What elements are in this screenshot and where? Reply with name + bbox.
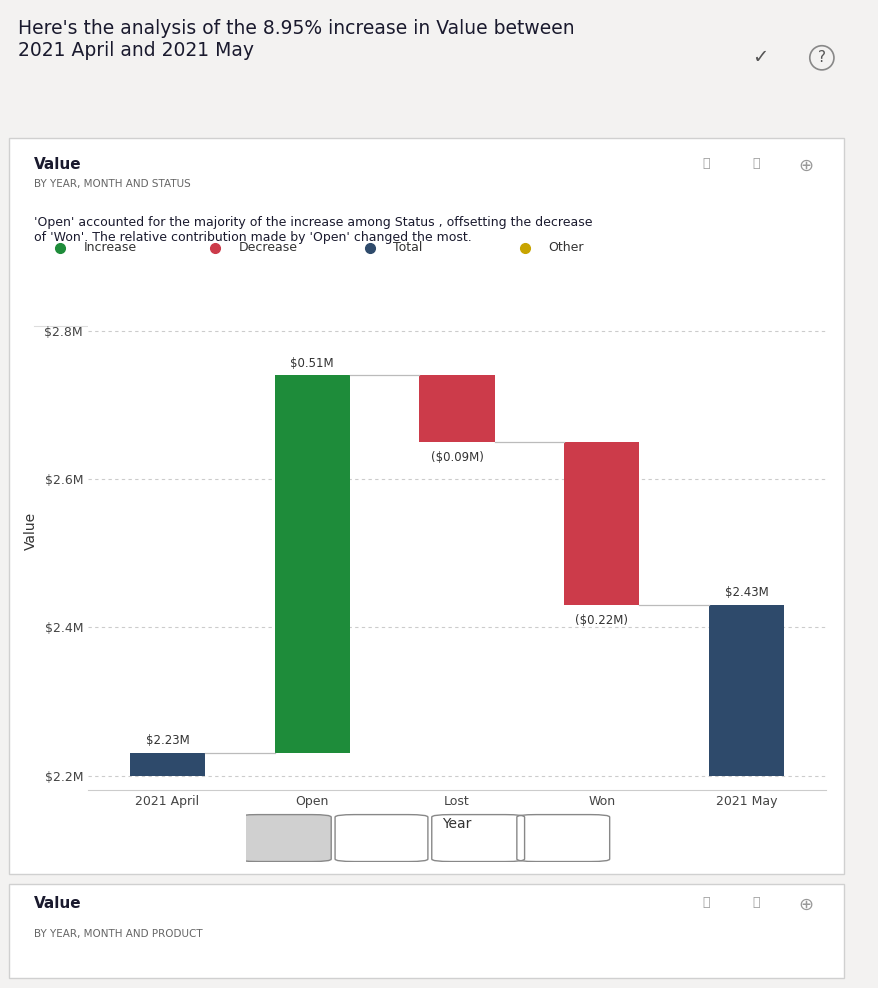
Text: Here's the analysis of the 8.95% increase in Value between
2021 April and 2021 M: Here's the analysis of the 8.95% increas… bbox=[18, 20, 573, 60]
Text: ($0.22M): ($0.22M) bbox=[575, 614, 628, 627]
Y-axis label: Value: Value bbox=[24, 512, 38, 550]
Bar bbox=[130, 754, 205, 776]
FancyBboxPatch shape bbox=[9, 884, 843, 978]
Text: ⊕: ⊕ bbox=[798, 157, 813, 175]
FancyBboxPatch shape bbox=[9, 138, 843, 874]
Text: $0.51M: $0.51M bbox=[290, 357, 334, 370]
Text: 👎: 👎 bbox=[752, 895, 759, 909]
FancyBboxPatch shape bbox=[238, 814, 331, 862]
Text: 👎: 👎 bbox=[752, 157, 759, 170]
Text: Other: Other bbox=[547, 241, 583, 255]
Text: ⊕: ⊕ bbox=[798, 895, 813, 914]
Text: Decrease: Decrease bbox=[238, 241, 297, 255]
X-axis label: Year: Year bbox=[442, 817, 471, 831]
Text: BY YEAR, MONTH AND PRODUCT: BY YEAR, MONTH AND PRODUCT bbox=[33, 930, 202, 940]
Text: $2.43M: $2.43M bbox=[724, 586, 767, 599]
Text: ($0.09M): ($0.09M) bbox=[430, 451, 483, 464]
Text: ?: ? bbox=[817, 50, 825, 65]
Text: 👍: 👍 bbox=[702, 895, 709, 909]
Text: Increase: Increase bbox=[83, 241, 137, 255]
Text: $2.23M: $2.23M bbox=[146, 734, 189, 748]
Bar bbox=[709, 605, 783, 776]
Bar bbox=[564, 442, 639, 605]
Bar bbox=[274, 375, 349, 754]
Text: 👍: 👍 bbox=[702, 157, 709, 170]
Bar bbox=[419, 375, 494, 443]
Text: ✓: ✓ bbox=[752, 48, 767, 67]
Text: Value: Value bbox=[33, 157, 82, 172]
Text: Value: Value bbox=[33, 895, 82, 911]
Text: 'Open' accounted for the majority of the increase among Status , offsetting the : 'Open' accounted for the majority of the… bbox=[33, 215, 592, 244]
Text: BY YEAR, MONTH AND STATUS: BY YEAR, MONTH AND STATUS bbox=[33, 179, 191, 189]
Text: Total: Total bbox=[392, 241, 422, 255]
